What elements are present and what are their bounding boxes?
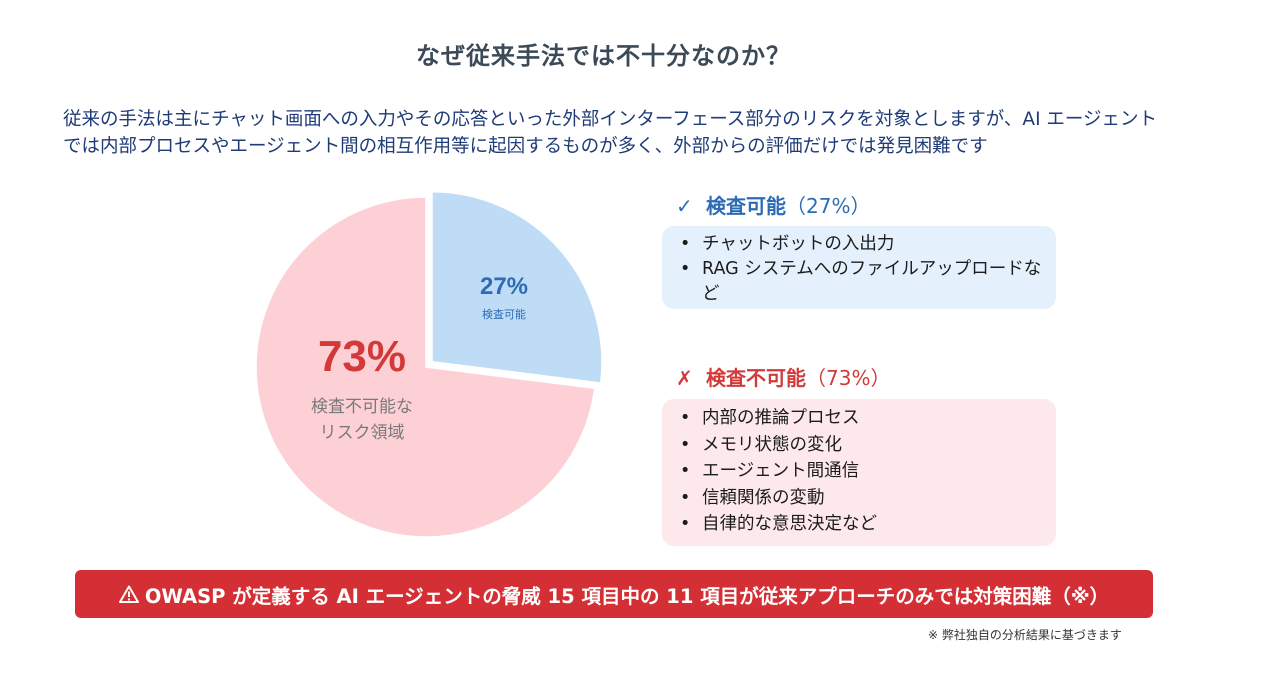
not-inspectable-heading-text: 検査不可能: [706, 366, 806, 390]
pie-chart: 27% 検査可能 73% 検査不可能な リスク領域: [255, 190, 603, 538]
pie-slice-not-inspectable: [255, 196, 596, 538]
check-icon: ✓: [676, 194, 693, 218]
slice-label-inspectable: 検査可能: [482, 307, 526, 321]
slice-value-not-inspectable: 73%: [318, 332, 406, 381]
list-item: エージェント間通信: [676, 458, 1042, 485]
pie-slice-inspectable: [431, 190, 603, 384]
inspectable-heading-text: 検査可能: [706, 194, 786, 218]
lead-paragraph: 従来の手法は主にチャット画面への入力やその応答といった外部インターフェース部分の…: [63, 106, 1173, 160]
list-item: メモリ状態の変化: [676, 432, 1042, 459]
list-item: 内部の推論プロセス: [676, 405, 1042, 432]
list-item: RAG システムへのファイルアップロードなど: [676, 257, 1042, 307]
not-inspectable-list: 内部の推論プロセス メモリ状態の変化 エージェント間通信 信頼関係の変動 自律的…: [676, 405, 1042, 538]
not-inspectable-percent: （73%）: [806, 366, 891, 390]
inspectable-panel: チャットボットの入出力 RAG システムへのファイルアップロードなど: [662, 226, 1056, 309]
inspectable-percent: （27%）: [786, 194, 871, 218]
inspectable-list: チャットボットの入出力 RAG システムへのファイルアップロードなど: [676, 232, 1042, 307]
footnote: ※ 弊社独自の分析結果に基づきます: [928, 628, 1122, 642]
warning-banner: OWASP が定義する AI エージェントの脅威 15 項目中の 11 項目が従…: [75, 570, 1153, 618]
list-item: チャットボットの入出力: [676, 232, 1042, 257]
warning-banner-text: OWASP が定義する AI エージェントの脅威 15 項目中の 11 項目が従…: [144, 584, 1110, 608]
inspectable-heading: ✓ 検査可能（27%）: [676, 190, 870, 219]
list-item: 信頼関係の変動: [676, 485, 1042, 512]
lead-line-2: では内部プロセスやエージェント間の相互作用等に起因するものが多く、外部からの評価…: [63, 136, 988, 157]
cross-icon: ✗: [676, 366, 693, 390]
warning-icon: [118, 583, 139, 606]
not-inspectable-panel: 内部の推論プロセス メモリ状態の変化 エージェント間通信 信頼関係の変動 自律的…: [662, 399, 1056, 546]
slice-label-not-inspectable-line2: リスク領域: [320, 423, 405, 443]
slice-label-not-inspectable-line1: 検査不可能な: [311, 397, 413, 417]
page-title: なぜ従来手法では不十分なのか？: [416, 42, 791, 70]
not-inspectable-heading: ✗ 検査不可能（73%）: [676, 362, 890, 391]
lead-line-1: 従来の手法は主にチャット画面への入力やその応答といった外部インターフェース部分の…: [63, 109, 1158, 130]
slice-value-inspectable: 27%: [480, 273, 528, 300]
list-item: 自律的な意思決定など: [676, 511, 1042, 538]
